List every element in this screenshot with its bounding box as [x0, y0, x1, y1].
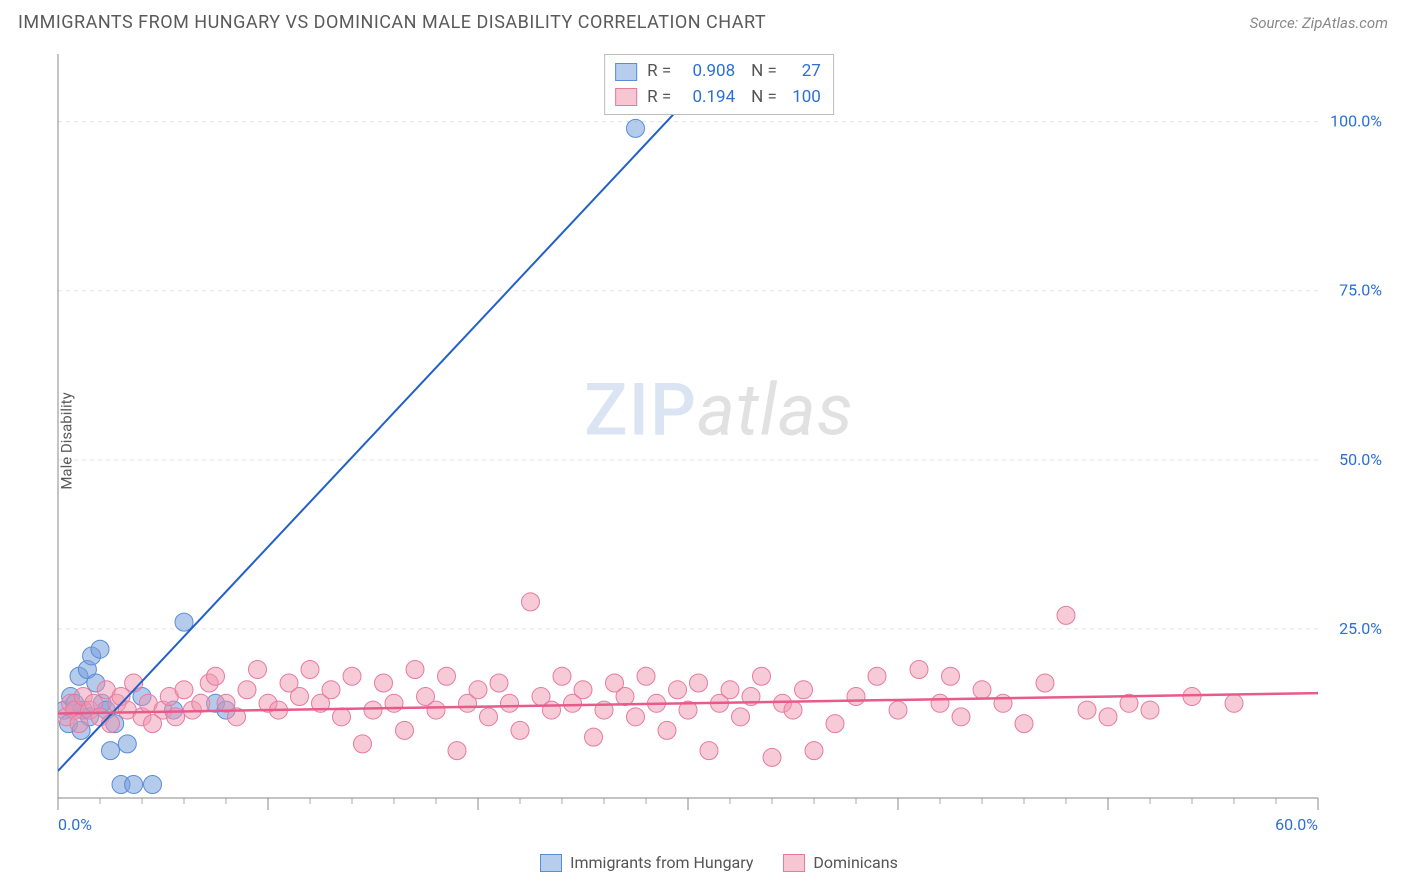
legend-item: Dominicans	[783, 853, 897, 872]
n-label: N =	[751, 59, 777, 85]
svg-text:50.0%: 50.0%	[1339, 450, 1382, 469]
svg-text:0.0%: 0.0%	[58, 815, 92, 832]
chart-title: IMMIGRANTS FROM HUNGARY VS DOMINICAN MAL…	[18, 12, 766, 33]
legend-item: Immigrants from Hungary	[540, 853, 753, 872]
legend-label: Dominicans	[813, 853, 897, 872]
stats-row: R = 0.194 N = 100	[615, 85, 823, 111]
r-label: R =	[647, 85, 671, 111]
n-value: 100	[785, 85, 821, 111]
legend-swatch	[540, 854, 562, 872]
source-label: Source: ZipAtlas.com	[1250, 14, 1388, 32]
r-value: 0.194	[679, 85, 735, 111]
chart-area: Male Disability 25.0%50.0%75.0%100.0%0.0…	[50, 50, 1388, 832]
r-label: R =	[647, 59, 671, 85]
legend-swatch	[615, 88, 637, 106]
stats-legend: R = 0.908 N = 27 R = 0.194 N = 100	[604, 54, 834, 115]
n-label: N =	[751, 85, 777, 111]
svg-text:75.0%: 75.0%	[1339, 281, 1382, 300]
legend-swatch	[783, 854, 805, 872]
stats-row: R = 0.908 N = 27	[615, 59, 823, 85]
svg-text:25.0%: 25.0%	[1339, 619, 1382, 638]
svg-text:100.0%: 100.0%	[1330, 112, 1382, 131]
scatter-plot: 25.0% 50.0% 75.0% 100.0% 0.0% 60.0%	[50, 50, 1388, 832]
svg-text:60.0%: 60.0%	[1275, 815, 1318, 832]
legend-label: Immigrants from Hungary	[570, 853, 753, 872]
n-value: 27	[785, 59, 821, 85]
bottom-legend: Immigrants from Hungary Dominicans	[50, 853, 1388, 872]
header: IMMIGRANTS FROM HUNGARY VS DOMINICAN MAL…	[0, 0, 1406, 41]
legend-swatch	[615, 63, 637, 81]
r-value: 0.908	[679, 59, 735, 85]
